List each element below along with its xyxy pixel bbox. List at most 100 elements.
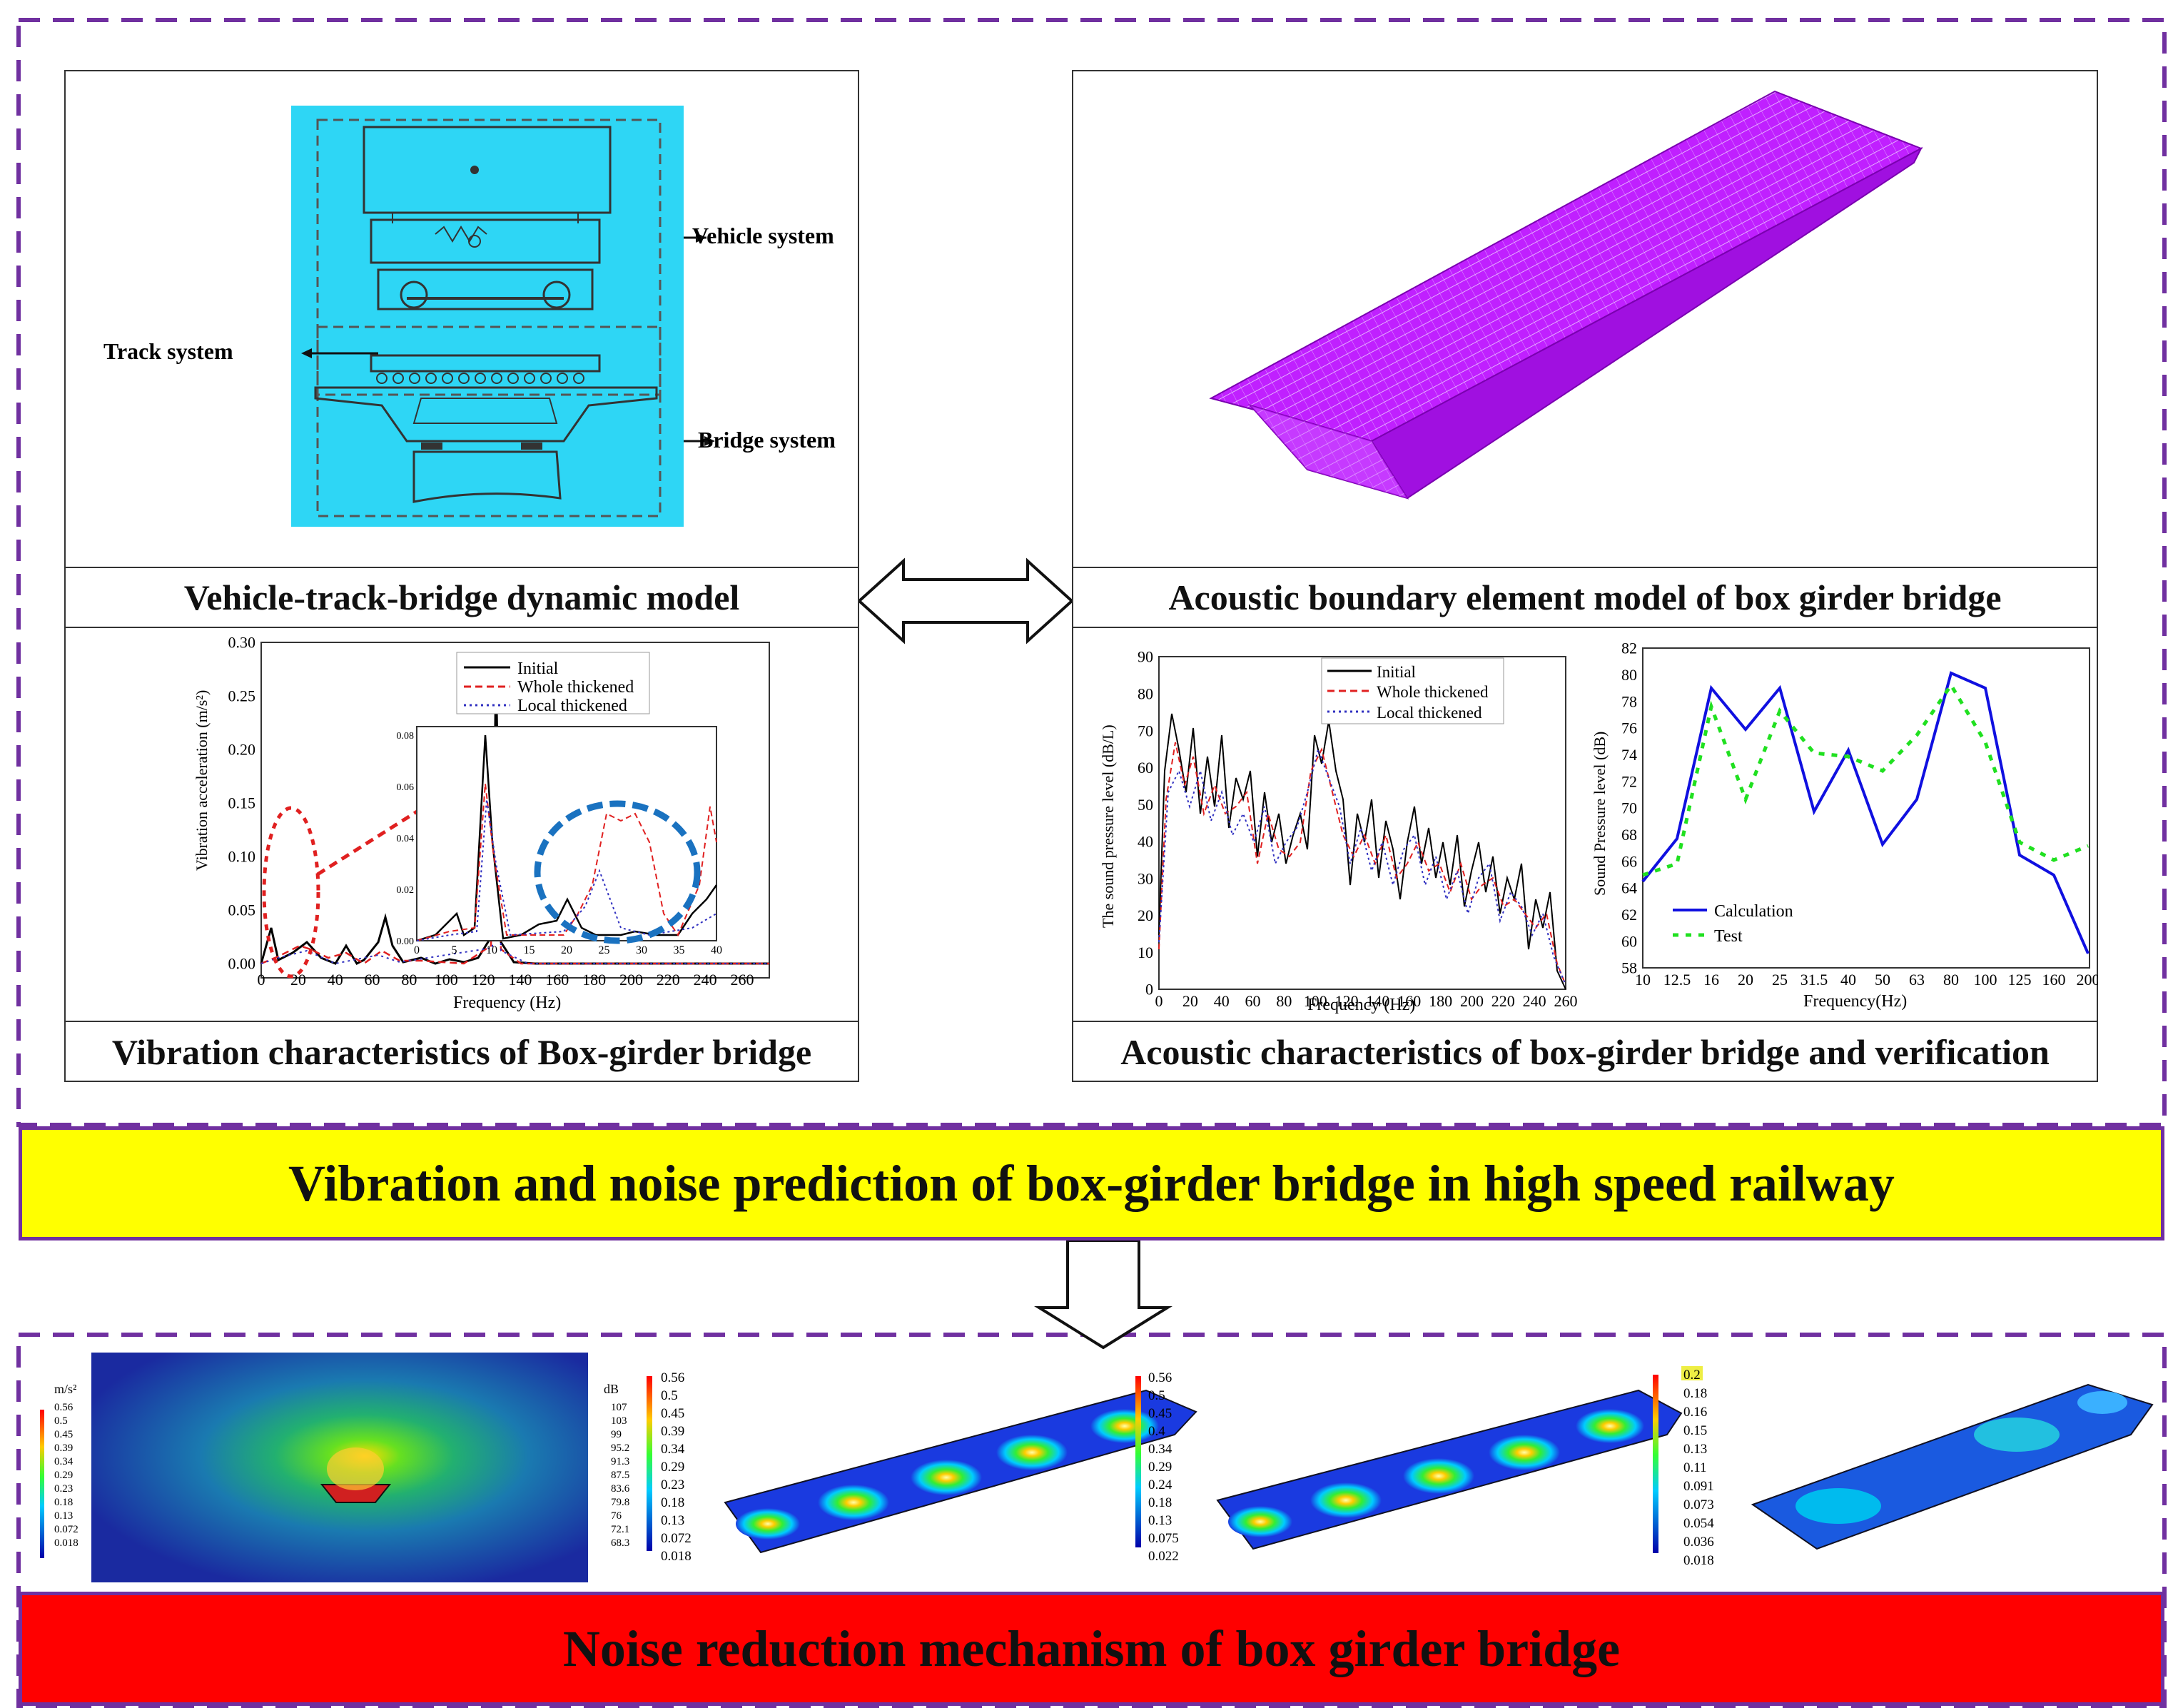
colorbar-value: 0.18 [1148,1495,1172,1510]
contour2-unit: dB [604,1382,619,1396]
vehicle-system-label: Vehicle system [692,223,834,248]
x-tick-label: 160 [1397,992,1421,1010]
colorbar-value: 0.34 [1148,1442,1172,1457]
colorbar-value: 79.8 [611,1497,629,1508]
verification-chart-frame [1642,647,2090,969]
x-tick-label: 20 [1182,992,1198,1010]
x-tick-label: 20 [561,944,572,956]
x-tick-label: 10 [1635,971,1651,989]
vibration-chart: 0.00 0.05 0.10 0.15 0.20 0.25 0.30 0 20 40 60 80 10… [193,634,770,1012]
y-tick-label: 0.15 [228,794,256,812]
x-tick-label: 240 [1523,992,1546,1010]
spl-legend-local: Local thickened [1377,704,1482,722]
model-background [291,106,684,527]
vibration-local-thickened-series [260,770,769,965]
x-tick-label: 220 [657,971,680,989]
x-tick-label: 40 [328,971,343,989]
y-tick-label: 0.02 [397,885,415,896]
colorbar-value: 0.018 [661,1549,692,1564]
colorbar-value: 0.45 [54,1429,73,1440]
y-tick-label: 20 [1138,906,1153,924]
colorbar-value: 0.34 [661,1442,685,1457]
colorbar-value: 0.036 [1683,1535,1714,1550]
x-tick-label: 100 [435,971,458,989]
x-tick-label: 160 [2042,971,2066,989]
colorbar-value: 0.5 [54,1415,68,1427]
ver-ylabel: Sound Pressure level (dB) [1591,732,1609,896]
x-tick-label: 25 [599,944,610,956]
vib-legend-initial: Initial [517,660,559,678]
colorbar-value: 0.18 [1683,1386,1707,1401]
y-tick-label: 74 [1621,746,1637,764]
x-tick-label: 100 [1974,971,1997,989]
x-tick-label: 180 [582,971,606,989]
vib-ylabel: Vibration acceleration (m/s²) [193,690,211,871]
y-tick-label: 80 [1138,684,1153,702]
inset-chart [416,726,717,941]
y-tick-label: 40 [1138,833,1153,851]
colorbar-value: 0.018 [1683,1553,1714,1568]
colorbar-value: 0.24 [1148,1477,1172,1492]
x-tick-label: 140 [1366,992,1389,1010]
x-tick-label: 40 [1840,971,1856,989]
bogie-frame [370,218,601,264]
acoustic-bem-model [1209,90,1923,500]
x-tick-label: 50 [1875,971,1890,989]
x-tick-label: 12.5 [1663,971,1691,989]
colorbar-value: 87.5 [611,1470,629,1481]
bridge-system-label: Bridge system [698,427,836,453]
y-tick-label: 0.25 [228,687,256,705]
acoustic-model-caption: Acoustic boundary element model of box g… [1072,567,2098,628]
highlight-ellipse-icon [262,806,320,979]
colorbar-value: 0.022 [1148,1549,1179,1564]
colorbar-value: 72.1 [611,1524,629,1535]
spl-y-ticks: 0 10 20 30 40 50 60 70 80 90 [1138,648,1153,999]
y-tick-label: 0.08 [397,731,415,742]
colorbar-value: 99 [611,1429,622,1440]
x-tick-label: 10 [486,944,497,956]
ver-xlabel: Frequency(Hz) [1803,992,1907,1011]
spl-whole-thickened-series [1158,742,1566,986]
colorbar-value: 0.018 [54,1537,78,1549]
y-tick-label: 60 [1621,932,1637,950]
colorbar-value: 0.34 [54,1456,74,1467]
x-tick-label: 60 [365,971,380,989]
colorbar-value: 68.3 [611,1537,629,1549]
top-dashed-frame [16,18,2167,1127]
y-tick-label: 68 [1621,826,1637,844]
x-tick-label: 25 [1772,971,1788,989]
x-tick-label: 240 [694,971,717,989]
colorbar-value: 0.2 [1683,1368,1701,1383]
x-tick-label: 260 [731,971,754,989]
inset-highlight-ellipse-icon [534,800,701,944]
y-tick-label: 0.05 [228,901,256,919]
spl-initial-series [1158,713,1566,990]
x-tick-label: 125 [2008,971,2032,989]
x-tick-label: 220 [1491,992,1515,1010]
x-tick-label: 200 [2077,971,2099,989]
spl-xlabel: Frequency (Hz) [1307,996,1415,1014]
ver-legend-test: Test [1714,927,1743,946]
vehicle-model-diagram [291,106,715,527]
x-tick-label: 0 [414,944,420,956]
y-tick-label: 0 [1145,981,1153,999]
x-tick-label: 15 [524,944,535,956]
vib-xlabel: Frequency (Hz) [453,994,561,1012]
colorbar-value: 0.073 [1683,1497,1714,1512]
x-tick-label: 140 [508,971,532,989]
colorbar-value: 0.5 [661,1388,678,1403]
y-tick-label: 90 [1138,648,1153,666]
contour1-unit: m/s² [54,1382,76,1396]
x-tick-label: 30 [636,944,647,956]
acoustic-caption: Acoustic characteristics of box-girder b… [1072,1021,2098,1082]
colorbar-value: 0.56 [661,1370,684,1385]
colorbar-value: 0.45 [1148,1406,1172,1421]
x-tick-label: 31.5 [1800,971,1828,989]
colorbar-value: 0.075 [1148,1531,1179,1546]
y-tick-label: 70 [1621,799,1637,817]
colorbar-value: 0.23 [661,1477,684,1492]
y-tick-label: 58 [1621,959,1637,977]
x-tick-label: 40 [1214,992,1230,1010]
colorbar-value: 0.072 [661,1531,692,1546]
spl-legend-initial: Initial [1377,663,1416,681]
